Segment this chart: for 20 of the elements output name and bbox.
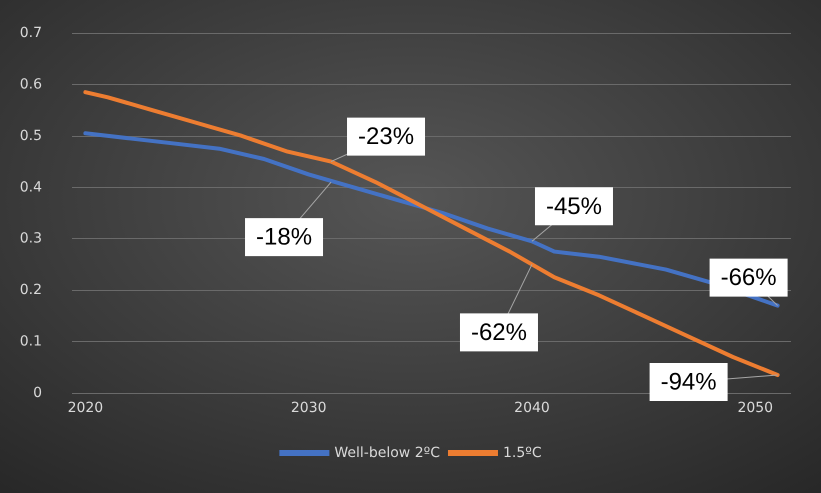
- y-tick-label: 0.3: [20, 230, 42, 247]
- y-tick-label: 0.1: [20, 334, 42, 350]
- y-tick-label: 0: [33, 385, 42, 401]
- annotation: -18%: [256, 224, 312, 251]
- y-tick-label: 0.6: [20, 76, 42, 92]
- x-tick-label: 2040: [514, 400, 550, 416]
- legend-label: 1.5ºC: [502, 445, 542, 461]
- y-tick-label: 0.5: [20, 128, 42, 144]
- x-tick-label: 2050: [737, 400, 774, 416]
- annotation: -94%: [660, 368, 717, 396]
- x-tick-label: 2020: [68, 400, 104, 416]
- y-tick-label: 0.7: [20, 25, 42, 41]
- x-tick-label: 2030: [290, 400, 327, 416]
- legend-label: Well-below 2ºC: [334, 445, 440, 461]
- annotation: -62%: [470, 318, 527, 346]
- y-tick-label: 0.2: [20, 282, 42, 298]
- annotation: -45%: [546, 192, 602, 220]
- annotation: -23%: [358, 123, 414, 150]
- y-tick-label: 0.4: [20, 179, 42, 196]
- annotation: -66%: [720, 264, 777, 292]
